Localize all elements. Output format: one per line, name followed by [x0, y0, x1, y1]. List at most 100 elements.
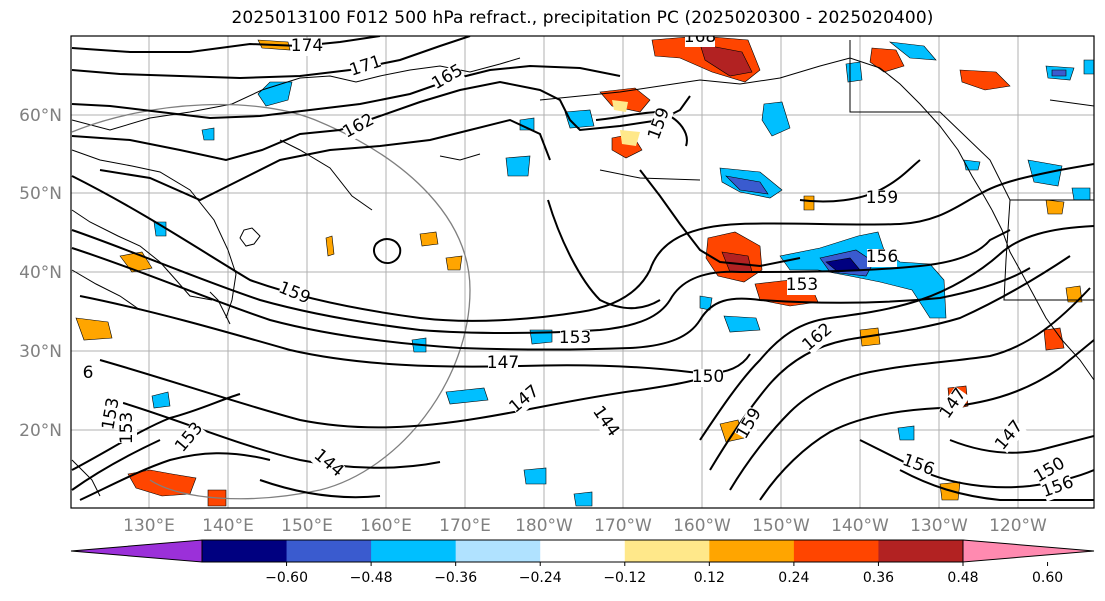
- precip-patch: [1071, 187, 1091, 201]
- contour-label-bg: [867, 249, 897, 267]
- contour-label-bg: [507, 383, 543, 417]
- contour-label: 6: [83, 363, 94, 383]
- precip-patch: [888, 41, 937, 61]
- precip-patch: [257, 81, 293, 107]
- precip-patch: [1051, 69, 1067, 77]
- colorbar-tick-label: −0.36: [434, 570, 477, 586]
- contour-label: 147: [487, 353, 519, 373]
- precip-patch: [445, 255, 463, 271]
- precip-patch: [1083, 59, 1094, 75]
- precip-patch: [1045, 199, 1065, 215]
- precip-patch: [127, 469, 197, 497]
- precip-patch: [325, 235, 335, 257]
- contour-label: 144: [310, 445, 348, 481]
- lon-label: 130°W: [910, 516, 968, 536]
- refractivity-contours: [71, 36, 1094, 501]
- precipitation-shading: [75, 36, 1094, 507]
- precip-patch: [1043, 327, 1065, 351]
- precip-patch: [201, 127, 215, 141]
- contour-label-bg: [73, 365, 103, 383]
- precip-patch: [620, 130, 640, 146]
- latitude-labels: 60°N 50°N 40°N 30°N 20°N: [19, 106, 62, 441]
- precip-patch: [523, 467, 547, 485]
- contour-label-bg: [938, 386, 970, 422]
- lon-label: 120°W: [989, 516, 1047, 536]
- precip-patch: [699, 295, 713, 311]
- contour-label-bg: [787, 277, 817, 295]
- contour-label: 159: [866, 188, 898, 208]
- precip-patch: [119, 251, 153, 273]
- contour-label: 153: [786, 275, 818, 295]
- contour-label-bg: [119, 413, 137, 443]
- precip-patch: [612, 100, 628, 112]
- contour-label: 156: [900, 450, 937, 480]
- colorbar-extend-low: [70, 539, 203, 563]
- colorbar-segment: [540, 540, 626, 562]
- lon-label: 140°W: [831, 516, 889, 536]
- map-frame: [70, 35, 1095, 509]
- contour-label-bg: [100, 397, 124, 431]
- precip-patch: [725, 175, 769, 195]
- contour-label: 153: [171, 418, 207, 456]
- precip-patch: [959, 69, 1011, 91]
- contour-label-bg: [867, 190, 897, 208]
- colorbar-segment: [878, 540, 964, 562]
- contour-label-bg: [348, 53, 384, 81]
- lat-label: 40°N: [19, 263, 62, 283]
- lat-label: 60°N: [19, 106, 62, 126]
- contour-label: 150: [692, 367, 724, 387]
- lon-label: 170°E: [439, 516, 491, 536]
- lon-label: 160°E: [360, 516, 412, 536]
- precip-patch: [803, 195, 815, 211]
- colorbar-segment: [286, 540, 372, 562]
- precip-patch: [75, 317, 113, 341]
- colorbar-tick-label: −0.60: [265, 570, 308, 586]
- contour-label: 147: [991, 416, 1027, 454]
- precip-patch: [445, 387, 489, 405]
- colorbar-tick-label: 0.36: [863, 570, 894, 586]
- precip-patch: [723, 315, 761, 333]
- lon-label: 150°E: [281, 516, 333, 536]
- contour-label: 168: [684, 27, 716, 47]
- precip-patch: [963, 159, 981, 171]
- lon-label: 140°E: [202, 516, 254, 536]
- contour-label-bg: [1032, 455, 1068, 487]
- colorbar-tick-label: −0.24: [519, 570, 562, 586]
- contour-label-bg: [292, 38, 322, 56]
- precip-patch: [505, 155, 531, 177]
- colorbar-tick-labels: −0.60 −0.48 −0.36 −0.24 −0.12 0.12 0.24 0.36 0.4…: [265, 562, 1063, 586]
- lat-label: 20°N: [19, 421, 62, 441]
- coastlines: [71, 40, 1094, 497]
- precip-patch: [699, 43, 753, 77]
- colorbar-segment: [202, 540, 288, 562]
- colorbar-tick-label: 0.24: [778, 570, 809, 586]
- colorbar-tick-label: 0.48: [947, 570, 978, 586]
- lat-label: 50°N: [19, 184, 62, 204]
- contour-label-bg: [693, 369, 723, 387]
- lon-label: 150°W: [752, 516, 810, 536]
- colorbar-extend-high: [962, 539, 1095, 563]
- contour-label-bg: [430, 62, 466, 94]
- contour-label: 174: [291, 36, 323, 56]
- lon-label: 180°W: [515, 516, 573, 536]
- precip-patch: [151, 391, 171, 409]
- colorbar-segment: [709, 540, 795, 562]
- map-title: 2025013100 F012 500 hPa refract., precip…: [231, 8, 934, 28]
- contour-label-bg: [646, 106, 674, 142]
- precip-patch: [573, 491, 593, 507]
- contour-label-bg: [276, 280, 312, 308]
- longitude-labels: 130°E 140°E 150°E 160°E 170°E 180°W 170°W 160°W…: [123, 516, 1047, 536]
- contour-label-bg: [560, 330, 590, 348]
- colorbar-segment: [455, 540, 541, 562]
- colorbar-outline: [201, 539, 964, 563]
- colorbar: [70, 539, 1095, 563]
- precip-patch: [419, 231, 439, 247]
- colorbar-tick-label: 0.60: [1032, 570, 1063, 586]
- contour-label: 159: [644, 105, 674, 142]
- lon-label: 130°E: [123, 516, 175, 536]
- precip-patch: [845, 61, 863, 83]
- contour-label-bg: [1040, 474, 1076, 502]
- precip-patch: [1065, 285, 1083, 303]
- colorbar-segment: [793, 540, 879, 562]
- contour-label: 159: [276, 278, 314, 309]
